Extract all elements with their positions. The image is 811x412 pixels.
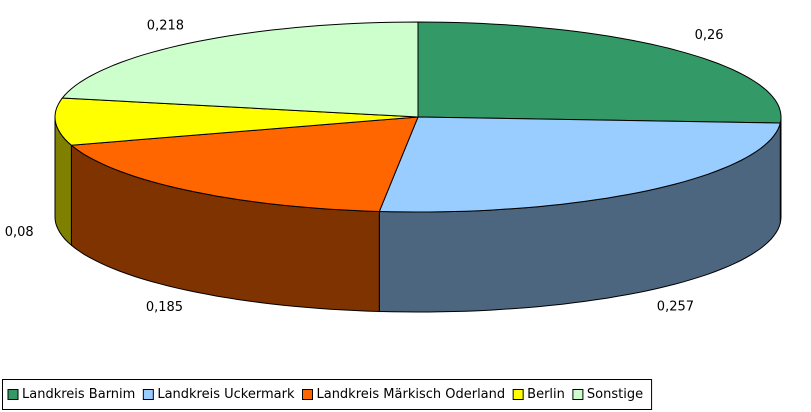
pie-slice: [70, 116, 419, 213]
data-label: 0,257: [657, 299, 694, 314]
pie-slice: [378, 116, 781, 213]
legend-label: Landkreis Barnim: [22, 387, 135, 402]
legend-swatch: [301, 389, 313, 400]
data-label: 0,08: [5, 225, 34, 240]
legend-swatch: [512, 389, 524, 400]
legend-swatch: [7, 389, 19, 400]
pie-slice: [417, 21, 782, 124]
pie-slice: [61, 21, 419, 118]
legend-box: [2, 379, 653, 410]
legend-label: Landkreis Uckermark: [157, 387, 295, 402]
legend-swatch: [142, 389, 154, 400]
legend-label: Berlin: [527, 387, 565, 402]
legend: Landkreis Barnim Landkreis Uckermark Landk…: [2, 379, 653, 410]
data-label: 0,218: [147, 19, 184, 34]
pie-slice: [54, 97, 419, 146]
legend-label: Landkreis Märkisch Oderland: [316, 387, 505, 402]
data-label: 0,185: [146, 300, 183, 315]
legend-label: Sonstige: [587, 387, 643, 402]
data-label: 0,26: [695, 28, 724, 43]
legend-swatch: [572, 389, 584, 400]
